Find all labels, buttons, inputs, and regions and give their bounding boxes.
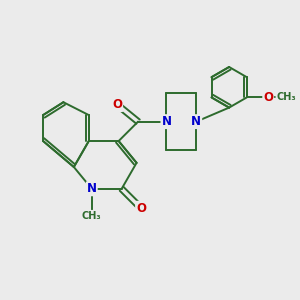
Text: O: O — [263, 91, 273, 104]
Text: N: N — [191, 115, 201, 128]
Text: O: O — [136, 202, 146, 215]
Text: CH₃: CH₃ — [276, 92, 296, 102]
Text: N: N — [87, 182, 97, 195]
Text: CH₃: CH₃ — [82, 211, 102, 221]
Text: O: O — [112, 98, 122, 111]
Text: N: N — [161, 115, 171, 128]
